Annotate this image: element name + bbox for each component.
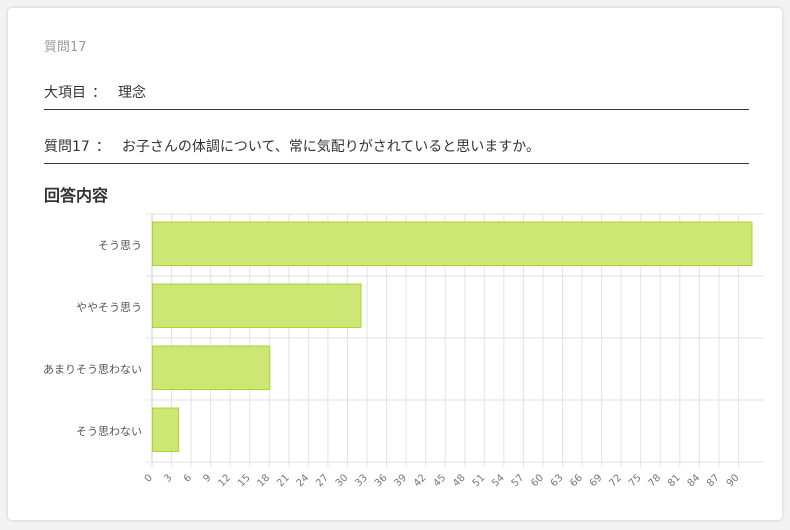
x-tick-label: 18 [256, 472, 273, 489]
x-tick-label: 27 [314, 472, 331, 489]
category-label: ややそう思う [76, 301, 142, 314]
bar-3 [152, 407, 180, 452]
x-tick-label: 84 [686, 472, 703, 489]
bar-0 [152, 221, 753, 266]
question-text: お子さんの体調について、常に気配りがされていると思いますか。 [121, 139, 541, 155]
bar-1 [152, 283, 362, 328]
x-tick-label: 33 [353, 472, 370, 489]
category-label: そう思わない [76, 425, 142, 438]
category-label: そう思う [98, 239, 142, 252]
x-tick-label: 66 [568, 472, 585, 489]
x-tick-label: 36 [373, 472, 390, 489]
x-tick-label: 15 [236, 472, 253, 489]
x-tick-label: 6 [182, 472, 194, 484]
x-tick-label: 51 [471, 472, 488, 489]
x-tick-label: 63 [549, 472, 566, 489]
x-tick-label: 48 [451, 472, 468, 489]
question-card: 質問17 大項目 ： 理念 質問17 ： お子さんの体調について、常に気配りがされている… [8, 8, 782, 520]
x-tick-label: 69 [588, 472, 605, 489]
x-tick-label: 78 [646, 472, 663, 489]
x-tick-label: 30 [334, 472, 351, 489]
x-tick-label: 57 [510, 472, 527, 489]
x-tick-label: 0 [143, 472, 155, 484]
x-tick-label: 72 [607, 472, 624, 489]
category-value: 理念 [118, 85, 146, 101]
category-label: 大項目 [44, 85, 86, 101]
section-title: 回答内容 [44, 186, 109, 205]
x-tick-label: 42 [412, 472, 429, 489]
question-row: 質問17 ： お子さんの体調について、常に気配りがされていると思いますか。 [44, 136, 749, 164]
x-tick-label: 45 [431, 472, 448, 489]
x-tick-label: 3 [162, 472, 174, 484]
x-tick-label: 90 [725, 472, 742, 489]
x-tick-label: 21 [275, 472, 292, 489]
x-tick-label: 81 [666, 472, 683, 489]
x-tick-label: 75 [627, 472, 644, 489]
question-number-label: 質問17 [44, 40, 87, 55]
category-colon: ： [92, 85, 106, 101]
x-tick-label: 54 [490, 472, 507, 489]
x-tick-label: 87 [705, 472, 722, 489]
x-tick-label: 39 [392, 472, 409, 489]
x-tick-label: 12 [216, 472, 233, 489]
question-colon: ： [95, 139, 110, 155]
x-tick-label: 24 [295, 472, 312, 489]
question-label: 質問17 [44, 139, 90, 155]
x-tick-label: 9 [201, 472, 213, 484]
x-tick-label: 60 [529, 472, 546, 489]
bar-2 [152, 345, 271, 390]
category-label: あまりそう思わない [43, 363, 142, 376]
category-row: 大項目 ： 理念 [44, 82, 749, 110]
